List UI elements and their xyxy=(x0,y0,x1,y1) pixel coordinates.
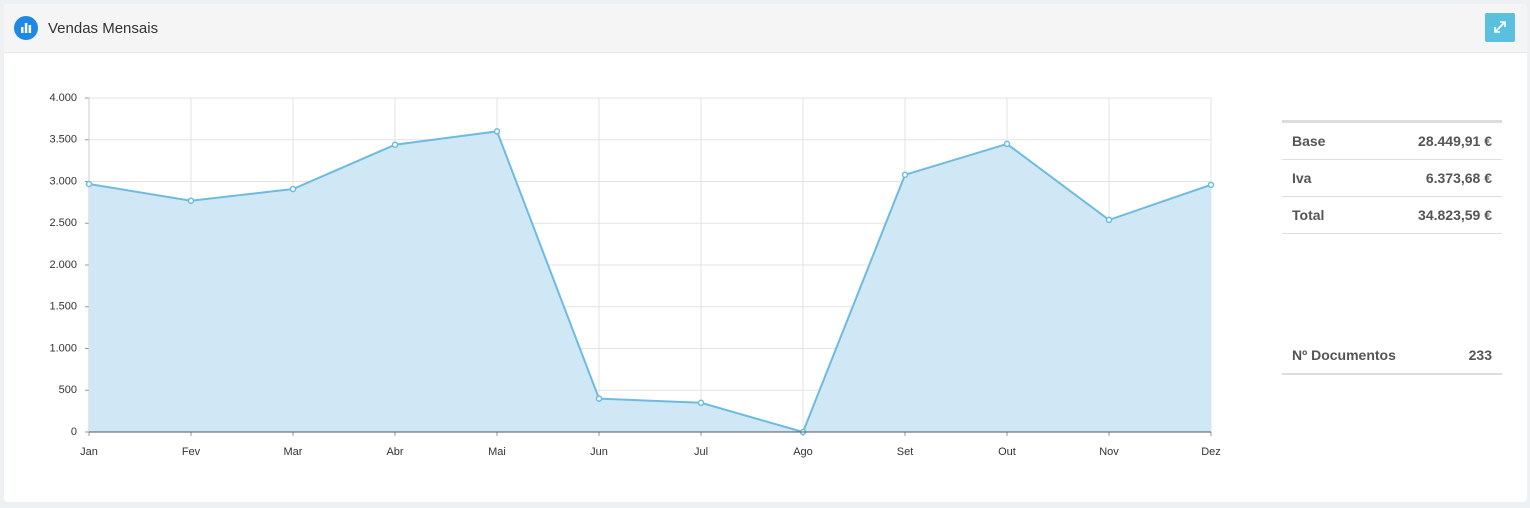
x-tick-label: Jul xyxy=(694,446,708,458)
chart: 0 500 1.000 1.500 2.000 2.500 3.000 3.500 4.000 J… xyxy=(49,92,1221,458)
data-point xyxy=(697,399,705,407)
chart-icon xyxy=(14,16,38,40)
expand-glyph xyxy=(1494,21,1506,33)
data-point xyxy=(493,128,501,135)
documents-row: Nº Documentos 233 xyxy=(1282,337,1502,375)
x-tick-label: Mai xyxy=(488,446,506,458)
summary-row: Total 34.823,59 € xyxy=(1282,197,1502,234)
data-point xyxy=(901,171,909,179)
data-point xyxy=(85,180,93,188)
data-point xyxy=(1207,181,1215,189)
x-tick-label: Nov xyxy=(1099,446,1119,458)
data-point xyxy=(1003,140,1011,148)
y-tick-label: 4.000 xyxy=(49,92,77,104)
y-tick-label: 500 xyxy=(59,384,77,396)
data-point xyxy=(187,197,195,204)
summary-label: Total xyxy=(1292,207,1325,223)
x-tick-label: Jun xyxy=(590,446,608,458)
summary-row: Base 28.449,91 € xyxy=(1282,123,1502,160)
summary-label: Iva xyxy=(1292,170,1312,186)
y-tick-label: 1.500 xyxy=(49,301,77,313)
x-tick-label: Jan xyxy=(80,446,98,458)
y-tick-label: 3.500 xyxy=(49,134,77,146)
summary-table: Base 28.449,91 € Iva 6.373,68 € Total 34.823,… xyxy=(1282,120,1502,234)
documents-value: 233 xyxy=(1468,347,1492,363)
data-point xyxy=(1105,216,1113,224)
x-tick-label: Out xyxy=(998,446,1016,458)
documents-table: Nº Documentos 233 xyxy=(1282,337,1502,375)
panel-header: Vendas Mensais xyxy=(4,4,1527,53)
data-point xyxy=(595,395,603,402)
y-tick-label: 0 xyxy=(71,426,77,438)
panel-title: Vendas Mensais xyxy=(48,20,159,37)
data-point xyxy=(289,185,297,193)
summary-label: Base xyxy=(1292,133,1326,149)
expand-button[interactable] xyxy=(1485,13,1515,42)
y-tick-label: 2.500 xyxy=(49,217,77,229)
x-tick-label: Fev xyxy=(182,446,201,458)
y-tick-label: 2.000 xyxy=(49,259,77,271)
x-tick-label: Set xyxy=(897,446,914,458)
x-tick-label: Mar xyxy=(284,446,303,458)
summary-value: 34.823,59 € xyxy=(1418,207,1492,223)
icon-glyph xyxy=(21,23,32,33)
summary-value: 28.449,91 € xyxy=(1418,133,1492,149)
area-fill xyxy=(89,131,1211,432)
x-tick-label: Dez xyxy=(1201,446,1221,458)
x-tick-label: Abr xyxy=(386,446,403,458)
summary-value: 6.373,68 € xyxy=(1425,170,1492,186)
data-point xyxy=(391,141,399,149)
x-tick-label: Ago xyxy=(793,446,813,458)
y-tick-label: 3.000 xyxy=(49,175,77,187)
y-tick-label: 1.000 xyxy=(49,342,77,354)
summary-row: Iva 6.373,68 € xyxy=(1282,160,1502,197)
documents-label: Nº Documentos xyxy=(1292,347,1396,363)
area-line xyxy=(88,130,1212,434)
